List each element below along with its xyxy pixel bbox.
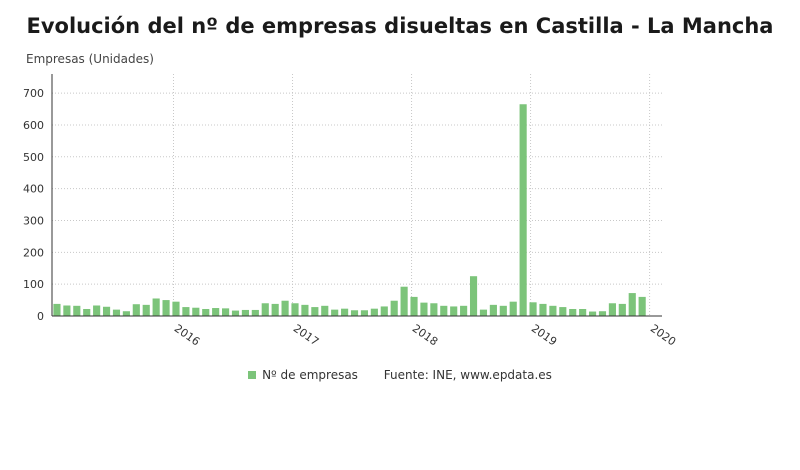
bar bbox=[509, 301, 517, 316]
y-tick-label: 300 bbox=[23, 214, 44, 227]
x-tick-label: 2019 bbox=[529, 322, 559, 349]
y-axis-label: Empresas (Unidades) bbox=[26, 52, 154, 66]
bar bbox=[539, 303, 547, 316]
bar bbox=[341, 308, 349, 316]
bar bbox=[162, 300, 170, 316]
y-tick-label: 100 bbox=[23, 278, 44, 291]
bar bbox=[628, 293, 636, 316]
bar bbox=[390, 300, 398, 316]
legend: Nº de empresas Fuente: INE, www.epdata.e… bbox=[0, 368, 800, 382]
bar bbox=[311, 307, 319, 316]
bar bbox=[231, 310, 240, 316]
bar bbox=[499, 305, 507, 316]
bar bbox=[331, 309, 339, 316]
bar bbox=[420, 302, 428, 316]
bar bbox=[182, 307, 190, 316]
bar bbox=[83, 308, 91, 316]
bar bbox=[529, 302, 537, 316]
bar bbox=[638, 296, 646, 316]
bar bbox=[430, 303, 438, 316]
y-tick-label: 500 bbox=[23, 151, 44, 164]
bar bbox=[202, 308, 210, 316]
bar bbox=[588, 311, 597, 316]
legend-swatch bbox=[248, 371, 257, 379]
x-tick-label: 2020 bbox=[648, 322, 678, 349]
bar bbox=[93, 305, 101, 316]
bar bbox=[519, 104, 527, 316]
y-tick-label: 0 bbox=[37, 310, 44, 323]
bar bbox=[579, 308, 587, 316]
bar bbox=[440, 305, 448, 316]
bar bbox=[608, 303, 616, 316]
y-tick-label: 600 bbox=[23, 119, 44, 132]
bar bbox=[350, 310, 359, 316]
x-tick-label: 2018 bbox=[410, 322, 440, 349]
bar bbox=[122, 311, 130, 316]
bar bbox=[112, 309, 121, 316]
bar bbox=[569, 308, 577, 316]
bar bbox=[212, 308, 220, 316]
bar bbox=[321, 305, 329, 316]
chart-title: Evolución del nº de empresas disueltas e… bbox=[26, 14, 774, 38]
bar bbox=[102, 306, 111, 316]
bar bbox=[479, 309, 488, 316]
bar bbox=[598, 311, 607, 316]
bar bbox=[489, 304, 497, 316]
bar bbox=[261, 303, 269, 316]
y-tick-label: 200 bbox=[23, 246, 44, 259]
x-tick-label: 2016 bbox=[172, 322, 202, 349]
bar bbox=[73, 305, 81, 316]
bar bbox=[380, 306, 388, 316]
bar bbox=[370, 308, 378, 316]
y-tick-label: 700 bbox=[23, 87, 44, 100]
bar bbox=[172, 301, 180, 316]
bar bbox=[222, 308, 230, 316]
bar bbox=[281, 300, 289, 316]
bar bbox=[251, 309, 259, 316]
bar bbox=[53, 303, 61, 316]
bar bbox=[469, 276, 478, 316]
bar bbox=[410, 296, 418, 316]
bar bbox=[400, 286, 408, 316]
bar bbox=[618, 303, 626, 316]
bar bbox=[271, 303, 279, 316]
bar bbox=[142, 304, 150, 316]
bar bbox=[132, 304, 140, 316]
bar bbox=[152, 298, 160, 316]
bar bbox=[241, 309, 249, 316]
bar bbox=[559, 307, 567, 316]
bar bbox=[360, 310, 369, 316]
x-tick-label: 2017 bbox=[291, 322, 321, 349]
bar bbox=[63, 305, 71, 316]
bar bbox=[460, 305, 468, 316]
bar bbox=[450, 306, 458, 316]
bar bbox=[301, 304, 309, 316]
legend-series-label: Nº de empresas bbox=[262, 368, 358, 382]
bar bbox=[192, 307, 200, 316]
bar bbox=[291, 303, 299, 316]
source-note: Fuente: INE, www.epdata.es bbox=[383, 368, 552, 382]
bar bbox=[549, 305, 557, 316]
y-tick-label: 400 bbox=[23, 183, 44, 196]
